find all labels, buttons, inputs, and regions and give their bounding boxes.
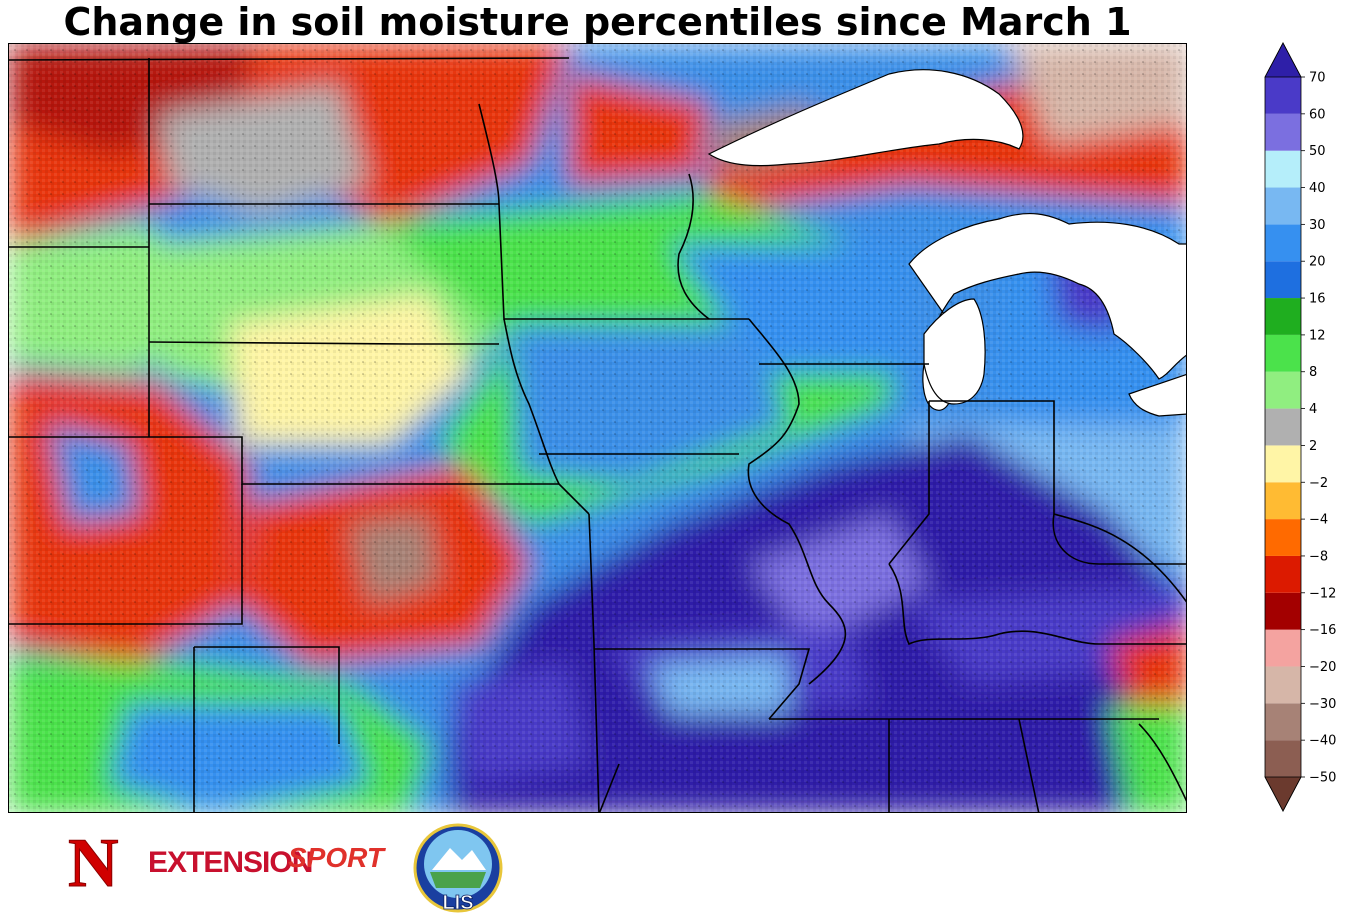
colorbar: −50 −40 −30 −20 −16 −12 −8 −4 −2 2 4 8 12 16 20 30 40 50 6… (1260, 42, 1349, 817)
colorbar-tick-label: 40 (1309, 181, 1326, 196)
colorbar-block (1265, 187, 1301, 225)
colorbar-block (1265, 224, 1301, 262)
colorbar-tick-label: −20 (1309, 660, 1336, 675)
colorbar-block (1265, 261, 1301, 299)
state-borders (9, 57, 1186, 812)
colorbar-tick-label: 30 (1309, 218, 1326, 233)
colorbar-tick-label: −4 (1309, 513, 1328, 528)
colorbar-tick-label: 8 (1309, 365, 1317, 380)
colorbar-tick-label: 4 (1309, 402, 1317, 417)
colorbar-block (1265, 555, 1301, 593)
colorbar-tick-label: −8 (1309, 549, 1328, 564)
colorbar-block (1265, 113, 1301, 151)
colorbar-block (1265, 629, 1301, 667)
colorbar-block (1265, 408, 1301, 446)
colorbar-block (1265, 298, 1301, 335)
colorbar-under-triangle (1264, 776, 1302, 812)
colorbar-tick-label: 70 (1309, 71, 1326, 86)
great-lakes (707, 69, 1186, 417)
colorbar-over-triangle (1264, 42, 1302, 78)
soil-moisture-map (8, 43, 1187, 813)
colorbar-tick-label: −30 (1309, 697, 1336, 712)
colorbar-tick-label: −12 (1309, 586, 1336, 601)
colorbar-block (1265, 519, 1301, 556)
colorbar-tick-label: 60 (1309, 107, 1326, 122)
colorbar-block (1265, 592, 1301, 630)
colorbar-tick-label: −40 (1309, 734, 1336, 749)
colorbar-block (1265, 740, 1301, 777)
colorbar-ticks: −50 −40 −30 −20 −16 −12 −8 −4 −2 2 4 8 12 16 20 30 40 50 6… (1301, 71, 1336, 786)
colorbar-block (1265, 77, 1301, 114)
colorbar-tick-label: 2 (1309, 439, 1317, 454)
colorbar-tick-label: 20 (1309, 255, 1326, 270)
colorbar-tick-label: −50 (1309, 771, 1336, 786)
colorbar-canvas: −50 −40 −30 −20 −16 −12 −8 −4 −2 2 4 8 12 16 20 30 40 50 6… (1264, 42, 1336, 812)
logos-canvas: N EXTENSION SPORT LIS (68, 823, 503, 914)
nebraska-n-text: N (68, 825, 119, 902)
sport-logo: SPORT (288, 842, 387, 873)
nebraska-n-logo: N (68, 825, 120, 903)
lis-text: LIS (442, 892, 473, 914)
colorbar-tick-label: 12 (1309, 328, 1326, 343)
colorbar-block (1265, 334, 1301, 372)
sport-text: SPORT (288, 842, 387, 873)
colorbar-tick-label: −2 (1309, 476, 1328, 491)
colorbar-block (1265, 703, 1301, 741)
colorbar-block (1265, 482, 1301, 520)
colorbar-tick-label: 50 (1309, 144, 1326, 159)
map-title: Change in soil moisture percentiles sinc… (63, 0, 1132, 44)
map-canvas (9, 44, 1186, 812)
colorbar-block (1265, 445, 1301, 483)
colorbar-tick-label: −16 (1309, 623, 1336, 638)
colorbar-tick-label: 16 (1309, 292, 1326, 307)
colorbar-block (1265, 666, 1301, 704)
colorbar-blocks (1264, 42, 1302, 812)
colorbar-block (1265, 150, 1301, 188)
colorbar-block (1265, 371, 1301, 409)
extension-text: EXTENSION (148, 846, 312, 879)
lis-logo: LIS (413, 823, 503, 914)
logos-row: N EXTENSION SPORT LIS (60, 820, 530, 918)
